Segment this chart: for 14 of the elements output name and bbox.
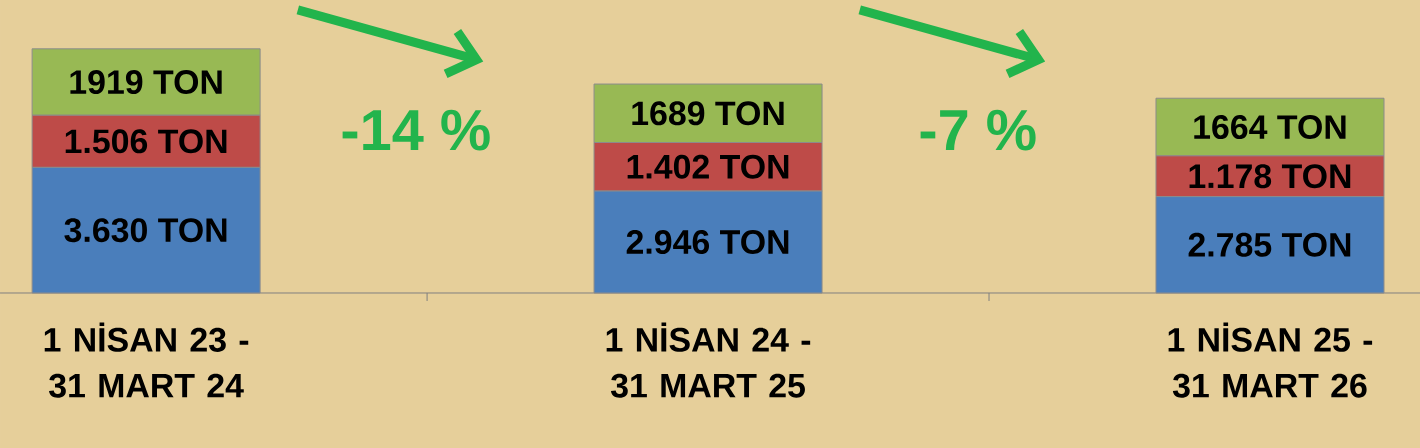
x-tick-label: 1 NİSAN 23 - 31 MART 24 xyxy=(44,322,249,398)
data-label: 1689 TON xyxy=(632,101,784,126)
data-label: 3.630 TON xyxy=(64,218,227,243)
annotation: -14 % xyxy=(342,109,490,151)
x-tick-label: 1 NİSAN 24 - 31 MART 25 xyxy=(606,322,811,398)
data-label: 1.402 TON xyxy=(627,154,789,179)
data-label: 1.506 TON xyxy=(65,129,227,154)
data-label: 1.178 TON xyxy=(1189,164,1351,189)
data-label: 1919 TON xyxy=(70,70,222,95)
data-label: 2.785 TON xyxy=(1188,232,1351,257)
data-label: 1664 TON xyxy=(1194,115,1346,140)
annotation: -7 % xyxy=(920,109,1036,151)
x-tick-label: 1 NİSAN 25 - 31 MART 26 xyxy=(1168,322,1373,398)
data-label: 2.946 TON xyxy=(626,230,789,254)
